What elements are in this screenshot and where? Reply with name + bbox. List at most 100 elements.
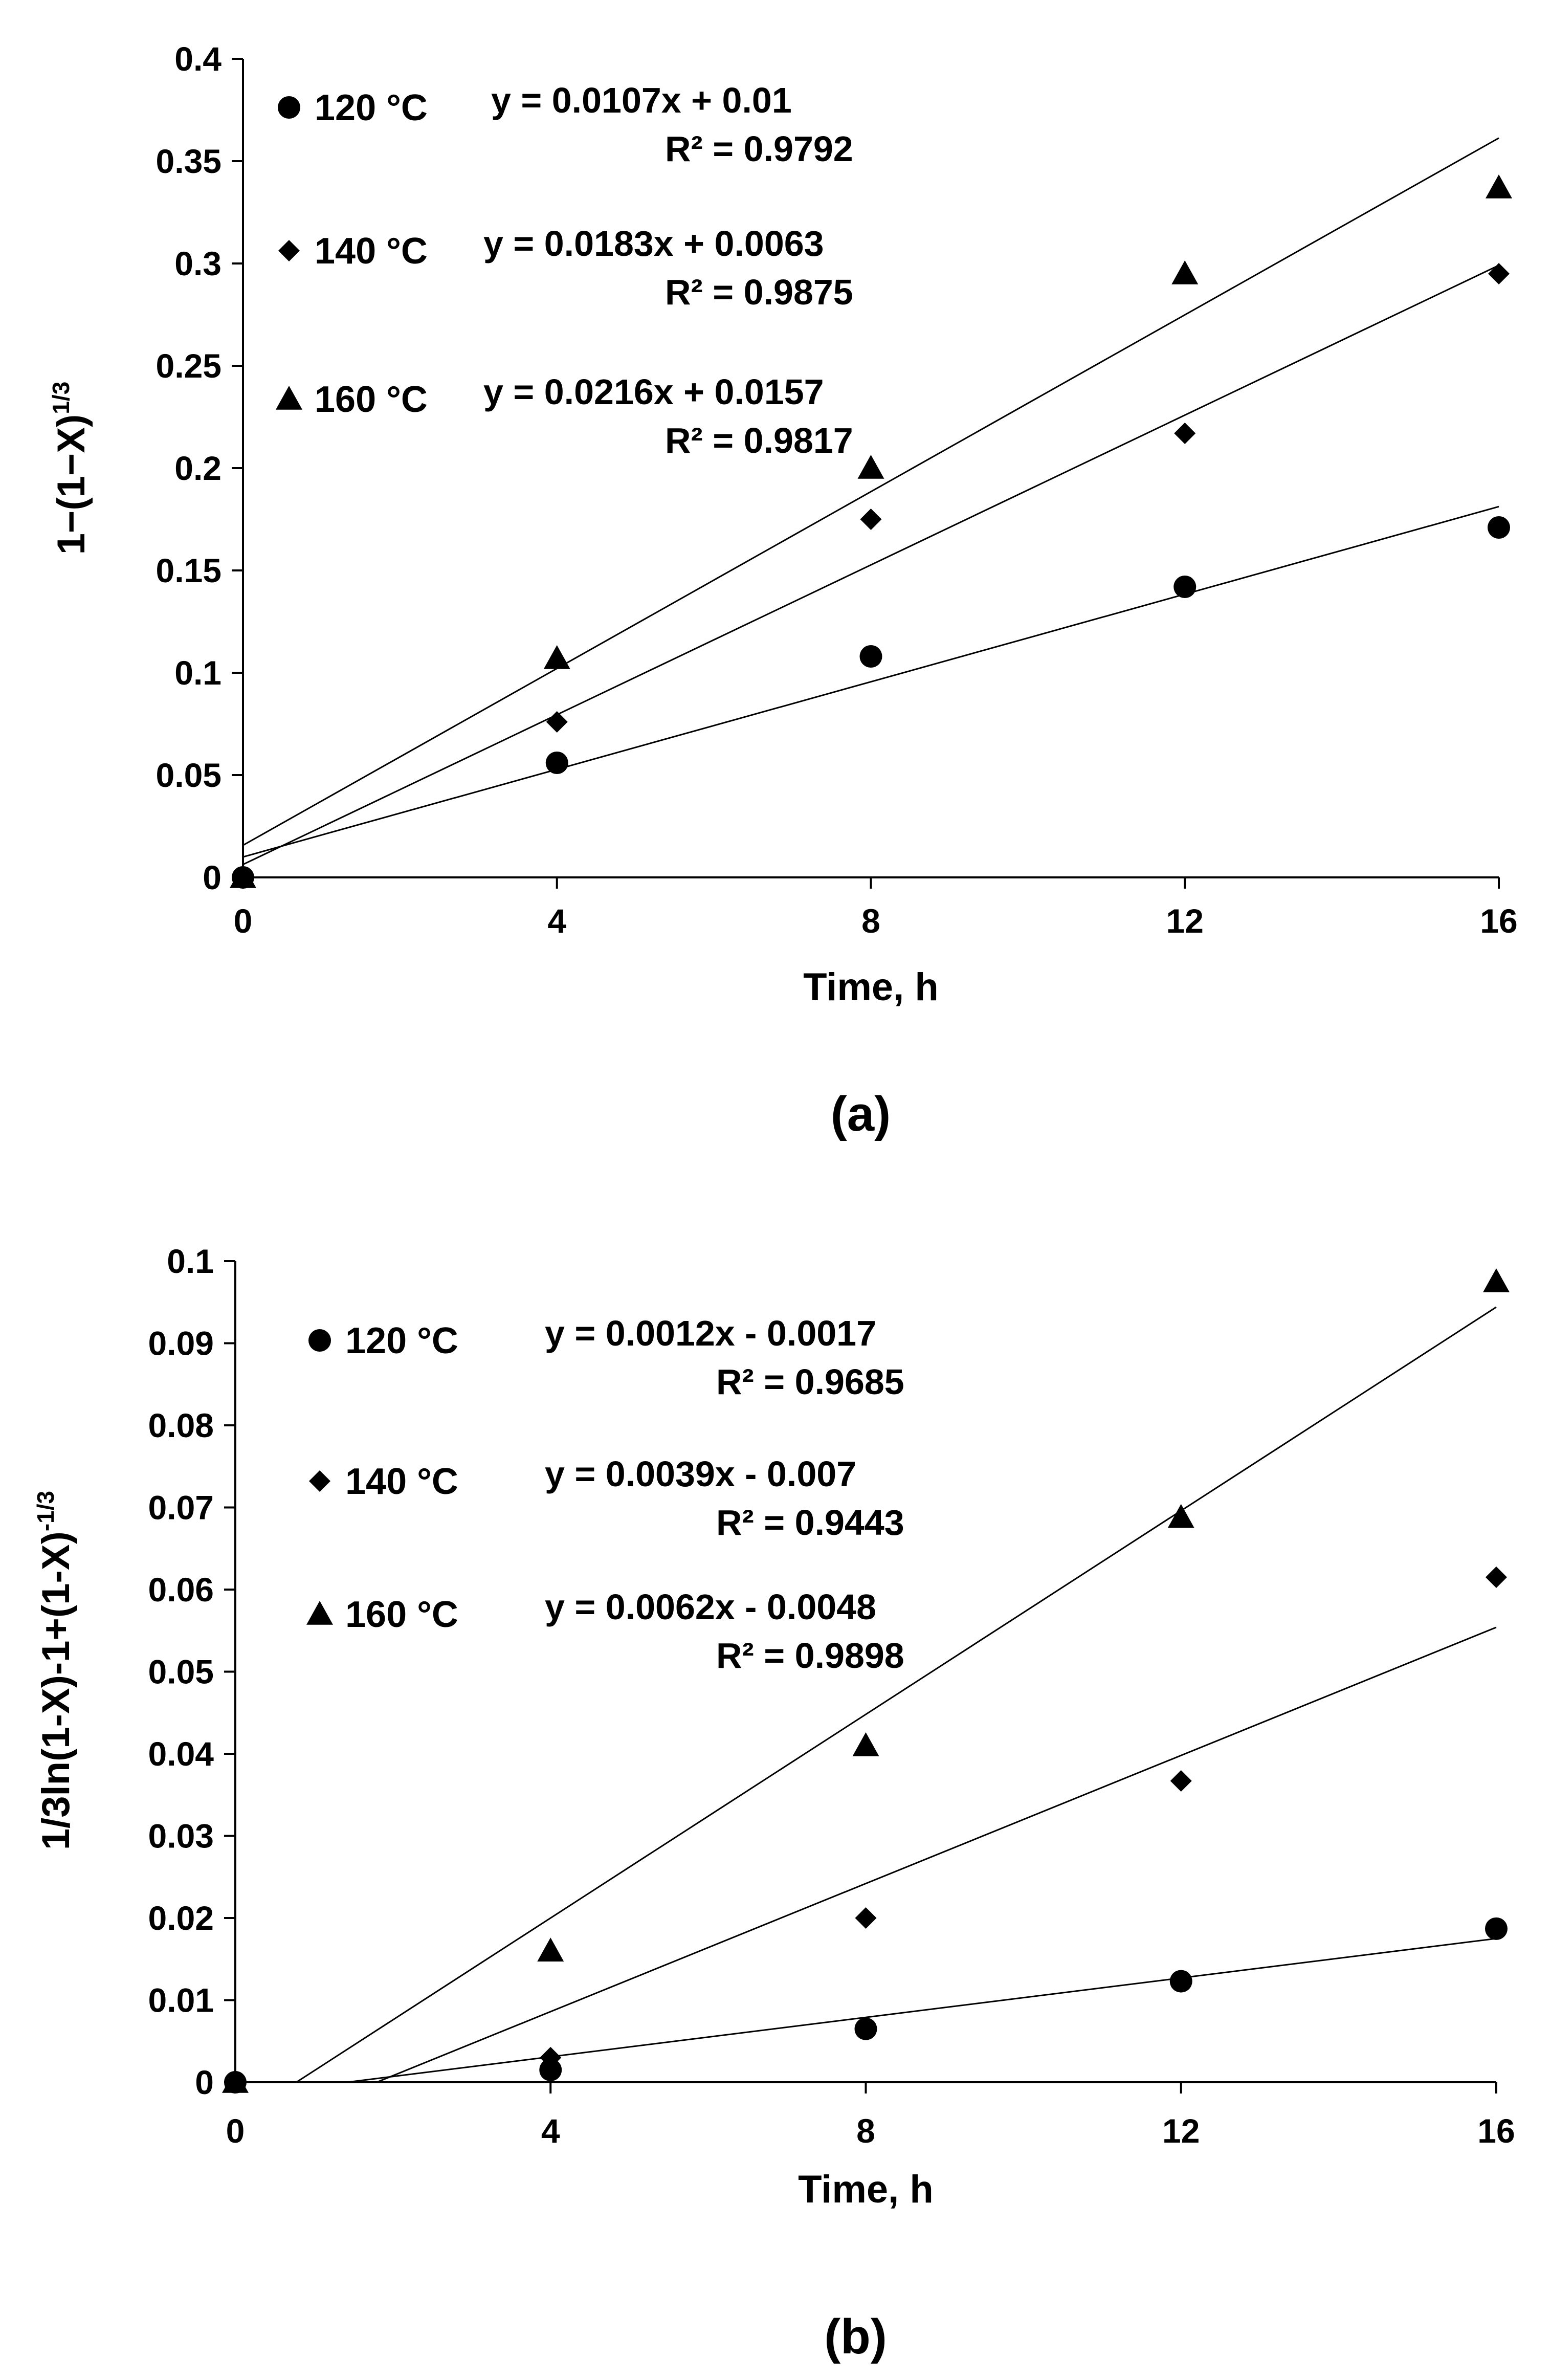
series-diamond [232,263,1510,888]
y-tick-label: 0 [203,858,221,896]
trendline-1 [243,265,1499,866]
data-point [855,1907,877,1929]
data-point [1483,1268,1510,1292]
y-tick-label: 0.05 [156,756,221,794]
x-tick-label: 12 [1162,2112,1200,2150]
legend-marker [309,1470,330,1492]
data-point [1488,263,1510,284]
x-axis-title: Time, h [798,2168,934,2211]
data-point [857,455,884,479]
y-axis-title: 1/3ln(1-X)-1+(1-X)-1/3 [32,1491,78,1850]
data-point [540,2046,562,2068]
x-tick-label: 12 [1166,902,1204,940]
data-point [1170,1770,1192,1792]
trendline-2 [295,1306,1497,2082]
legend-label: 160 °C [345,1594,458,1635]
trendline-0 [341,1937,1497,2082]
x-tick-label: 16 [1480,902,1517,940]
data-point [230,864,256,888]
data-point [546,711,568,733]
x-tick-label: 0 [234,902,253,940]
legend-marker [278,96,300,119]
y-tick-label: 0.3 [174,245,221,282]
x-tick-label: 8 [861,902,880,940]
y-tick-label: 0.06 [148,1571,214,1608]
equation-label: y = 0.0039x - 0.007 [545,1454,856,1494]
y-axis-title-main: 1/3ln(1-X)-1+(1-X) [34,1531,78,1850]
trendline-0 [243,505,1499,858]
r-squared-label: R² = 0.9875 [665,272,853,312]
legend-label: 120 °C [345,1320,458,1361]
y-tick-label: 0.25 [156,347,221,385]
y-axis-title-superscript: 1/3 [48,382,74,414]
data-point [545,752,568,774]
data-point [537,1937,564,1962]
data-point [1169,1970,1192,1993]
data-point [860,509,882,530]
equation-label: y = 0.0012x - 0.0017 [545,1313,876,1353]
y-axis-title-superscript: -1/3 [32,1491,59,1531]
x-tick-label: 4 [541,2112,560,2150]
y-axis-title-main: 1−(1−X) [50,414,93,555]
data-point [1171,260,1199,284]
y-tick-label: 0.1 [167,1242,214,1280]
y-tick-label: 0.02 [148,1899,214,1937]
legend-label: 140 °C [315,231,428,272]
y-tick-label: 0.15 [156,552,221,589]
y-tick-label: 0.04 [148,1735,214,1773]
y-tick-label: 0.09 [148,1325,214,1362]
y-tick-label: 0.4 [174,40,221,78]
data-point [1173,576,1197,598]
legend-marker [278,240,300,261]
y-tick-label: 0.2 [174,449,221,487]
series-triangle [222,1268,1510,2093]
r-squared-label: R² = 0.9817 [665,421,853,460]
legend-marker [308,1329,331,1352]
x-tick-label: 0 [226,2112,245,2150]
r-squared-label: R² = 0.9898 [716,1636,904,1676]
x-tick-label: 4 [547,902,566,940]
trendline-2 [243,137,1499,846]
legend-label: 160 °C [315,379,428,420]
data-point [1485,1917,1508,1940]
legend-label: 140 °C [345,1461,458,1502]
y-tick-label: 0.35 [156,142,221,180]
r-squared-label: R² = 0.9792 [665,129,853,169]
equation-label: y = 0.0107x + 0.01 [491,80,792,120]
y-tick-label: 0.08 [148,1406,214,1444]
data-point [543,645,570,669]
y-axis-title: 1−(1−X)1/3 [48,382,93,555]
r-squared-label: R² = 0.9685 [716,1362,904,1402]
data-point [1486,1566,1507,1588]
trendline-1 [374,1626,1497,2082]
legend-marker [306,1601,333,1625]
data-point [539,2058,562,2081]
y-tick-label: 0.07 [148,1489,214,1527]
equation-label: y = 0.0183x + 0.0063 [483,224,824,263]
panel-label: (a) [831,1087,891,1141]
equation-label: y = 0.0216x + 0.0157 [483,372,824,412]
y-tick-label: 0.01 [148,1981,214,2019]
data-point [859,645,882,668]
data-point [854,2017,877,2040]
data-point [1174,423,1196,444]
legend-marker [276,386,302,410]
data-point [1486,174,1512,199]
y-tick-label: 0.1 [174,654,221,692]
data-point [222,2069,249,2093]
panel-label: (b) [824,2309,887,2364]
x-tick-label: 8 [856,2112,875,2150]
x-axis-title: Time, h [803,965,939,1009]
data-point [852,1732,879,1756]
chart-panel-b: 0 0.01 0.02 0.03 0.04 0.05 0.06 0.07 0.08 0.09 0.1… [32,1242,1515,2364]
series-triangle [230,174,1512,888]
y-tick-label: 0 [195,2063,214,2101]
data-point [1167,1504,1194,1528]
data-point [1488,516,1510,539]
legend-label: 120 °C [315,87,428,128]
equation-label: y = 0.0062x - 0.0048 [545,1587,876,1627]
y-tick-label: 0.03 [148,1817,214,1855]
r-squared-label: R² = 0.9443 [716,1503,904,1542]
x-tick-label: 16 [1477,2112,1515,2150]
